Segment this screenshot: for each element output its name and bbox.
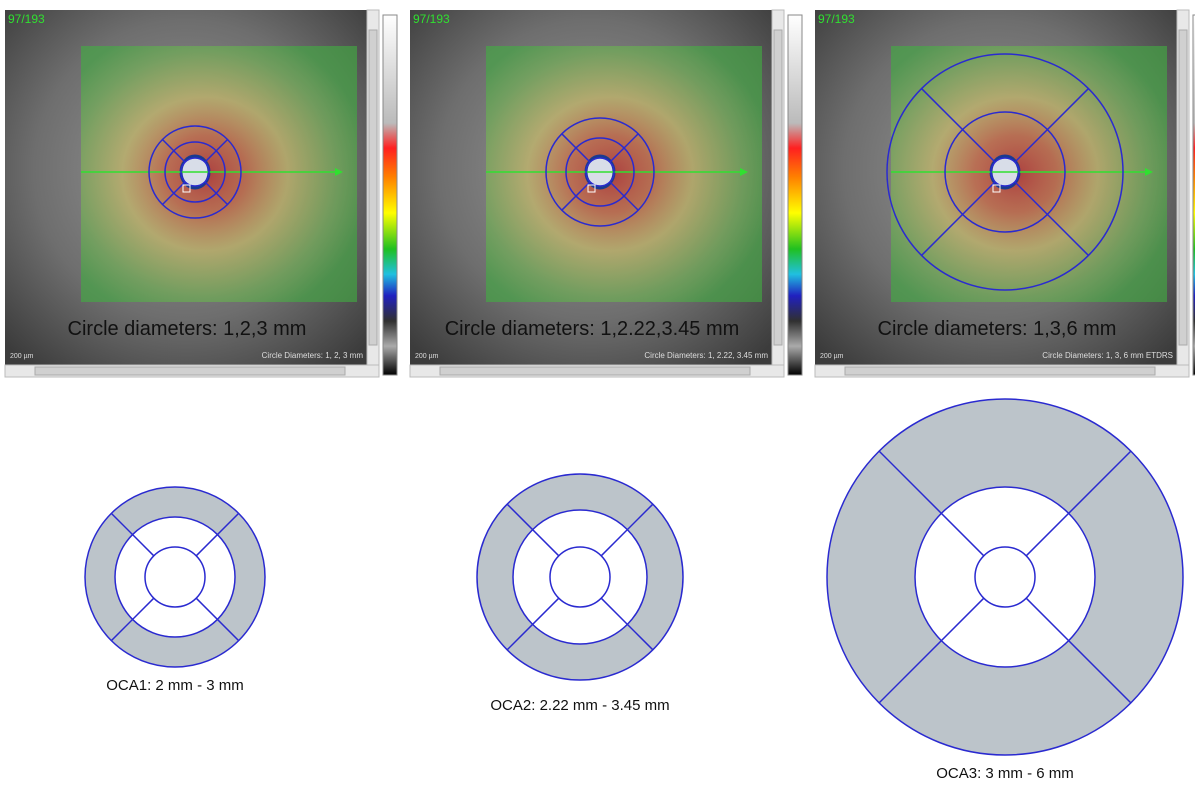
figure: 97/193 Circle diameters: 1,2,3 mm 200 µm Ci… bbox=[0, 0, 1195, 790]
scroll-thumb bbox=[774, 30, 782, 345]
region-diagram: OCA2: 2.22 mm - 3.45 mm bbox=[477, 474, 683, 714]
info-label: Circle Diameters: 1, 2, 3 mm bbox=[262, 351, 364, 360]
overlay-caption: Circle diameters: 1,3,6 mm bbox=[878, 318, 1117, 340]
diagram-caption: OCA2: 2.22 mm - 3.45 mm bbox=[490, 697, 669, 714]
scale-label: 200 µm bbox=[10, 353, 34, 360]
overlay-caption: Circle diameters: 1,2.22,3.45 mm bbox=[445, 318, 740, 340]
scroll-thumb bbox=[440, 367, 750, 375]
thickness-map bbox=[81, 46, 357, 302]
frame-counter: 97/193 bbox=[413, 12, 450, 26]
color-bar bbox=[383, 15, 397, 375]
info-label: Circle Diameters: 1, 3, 6 mm ETDRS bbox=[1042, 351, 1173, 360]
scale-label: 200 µm bbox=[415, 353, 439, 360]
info-label: Circle Diameters: 1, 2.22, 3.45 mm bbox=[644, 351, 768, 360]
thickness-map bbox=[891, 46, 1167, 302]
scroll-thumb bbox=[845, 367, 1155, 375]
frame-counter: 97/193 bbox=[818, 12, 855, 26]
inner-circle bbox=[550, 547, 610, 607]
viewer-panel: 97/193 Circle diameters: 1,2,3 mm 200 µm Ci… bbox=[5, 10, 397, 377]
scale-label: 200 µm bbox=[820, 353, 844, 360]
scroll-thumb bbox=[35, 367, 345, 375]
color-bar bbox=[788, 15, 802, 375]
frame-counter: 97/193 bbox=[8, 12, 45, 26]
viewer-panel: 97/193 Circle diameters: 1,2.22,3.45 mm 20… bbox=[410, 10, 802, 377]
viewer-panel: 97/193 Circle diameters: 1,3,6 mm 200 µm Ci… bbox=[815, 10, 1195, 377]
scroll-thumb bbox=[1179, 30, 1187, 345]
diagram-caption: OCA3: 3 mm - 6 mm bbox=[936, 765, 1074, 782]
inner-circle bbox=[975, 547, 1035, 607]
page: 97/193 Circle diameters: 1,2,3 mm 200 µm Ci… bbox=[0, 0, 1195, 790]
region-diagram: OCA1: 2 mm - 3 mm bbox=[85, 487, 265, 694]
scroll-thumb bbox=[369, 30, 377, 345]
diagram-caption: OCA1: 2 mm - 3 mm bbox=[106, 677, 244, 694]
overlay-caption: Circle diameters: 1,2,3 mm bbox=[68, 318, 307, 340]
region-diagram: OCA3: 3 mm - 6 mm bbox=[827, 399, 1183, 782]
inner-circle bbox=[145, 547, 205, 607]
thickness-map bbox=[486, 46, 762, 302]
